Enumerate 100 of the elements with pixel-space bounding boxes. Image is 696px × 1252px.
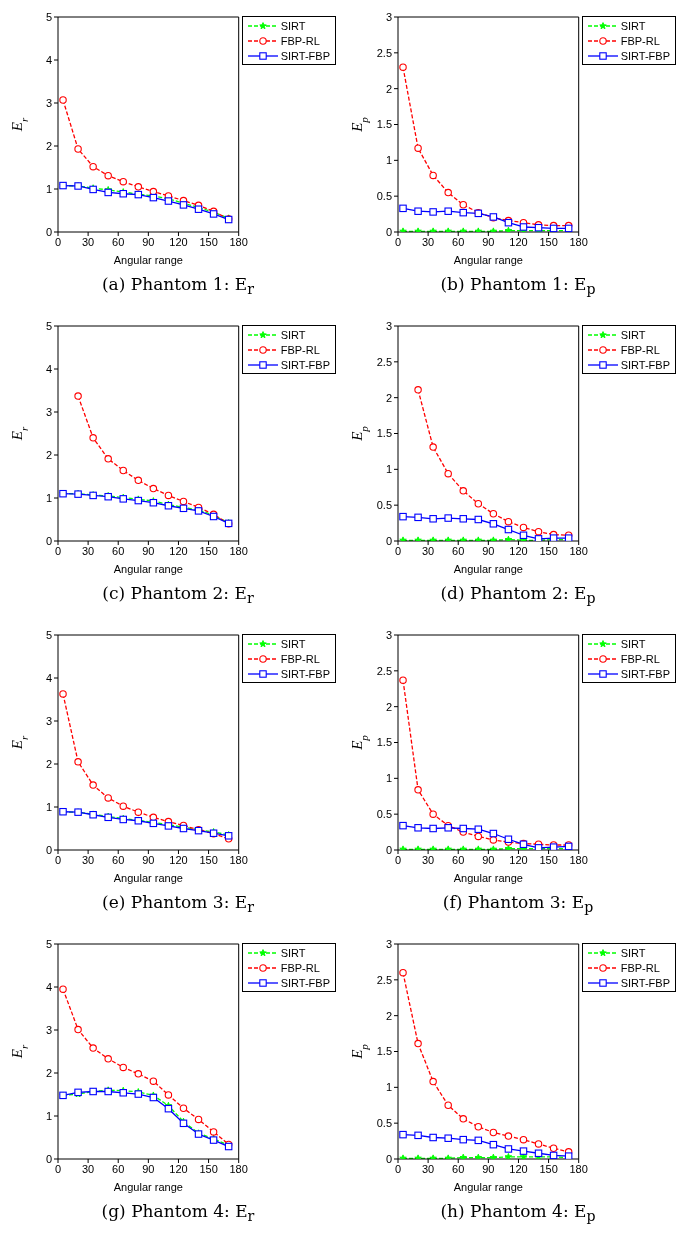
y-tick-label: 3 <box>45 405 52 418</box>
legend-label: SIRT <box>280 637 306 650</box>
legend-label: SIRT <box>620 637 646 650</box>
y-tick-label: 1.5 <box>376 736 392 749</box>
x-tick-label: 30 <box>81 853 95 866</box>
y-tick-label: 3 <box>385 10 392 23</box>
x-axis-title: Angular range <box>453 254 523 266</box>
text: (d) Phantom 2: E$_{p}$ <box>440 583 596 607</box>
x-tick-label: 120 <box>169 544 188 557</box>
x-tick-label: 120 <box>169 235 188 248</box>
y-tick-label: 1 <box>45 800 52 813</box>
y-tick-label: 3 <box>385 628 392 641</box>
x-tick-label: 60 <box>112 1162 125 1175</box>
x-tick-label: 0 <box>394 1162 402 1175</box>
x-tick-label: 30 <box>81 235 95 248</box>
y-tick-label: 3 <box>45 96 52 109</box>
y-tick-label: 1 <box>385 772 392 785</box>
x-tick-label: 150 <box>539 544 558 557</box>
x-tick-label: 90 <box>142 235 155 248</box>
y-tick-label: 0 <box>45 1152 52 1165</box>
y-tick-label: 3 <box>385 319 392 332</box>
y-tick-label: 2 <box>385 391 392 404</box>
y-tick-label: 2 <box>45 1066 52 1079</box>
x-tick-label: 60 <box>452 544 465 557</box>
legend-label: SIRT-FBP <box>280 358 330 371</box>
y-tick-label: 2 <box>45 757 52 770</box>
x-tick-label: 60 <box>112 235 125 248</box>
legend-label: SIRT <box>280 19 306 32</box>
legend-label: SIRT <box>280 328 306 341</box>
x-tick-label: 90 <box>482 544 495 557</box>
legend-label: FBP-RL <box>620 34 660 47</box>
x-tick-label: 90 <box>142 544 155 557</box>
x-tick-label: 150 <box>199 544 218 557</box>
text: (b) Phantom 1: E$_{p}$ <box>440 274 596 298</box>
x-tick-label: 120 <box>169 1162 188 1175</box>
y-tick-label: 3 <box>45 1023 52 1036</box>
x-tick-label: 150 <box>539 1162 558 1175</box>
y-tick-label: 0 <box>45 225 52 238</box>
legend-label: FBP-RL <box>280 652 320 665</box>
y-tick-label: 2 <box>45 139 52 152</box>
y-tick-label: 0 <box>45 534 52 547</box>
y-tick-label: 4 <box>45 362 52 375</box>
x-tick-label: 0 <box>394 235 402 248</box>
y-tick-label: 5 <box>45 937 52 950</box>
y-tick-label: 2.5 <box>376 355 392 368</box>
legend-label: SIRT <box>620 328 646 341</box>
y-tick-label: 1 <box>385 154 392 167</box>
y-tick-label: 3 <box>385 937 392 950</box>
x-tick-label: 120 <box>169 853 188 866</box>
y-tick-label: 1 <box>385 463 392 476</box>
x-tick-label: 30 <box>421 1162 435 1175</box>
x-tick-label: 0 <box>394 544 402 557</box>
x-tick-label: 90 <box>142 1162 155 1175</box>
x-tick-label: 180 <box>569 853 588 866</box>
x-tick-label: 90 <box>482 235 495 248</box>
y-tick-label: 1 <box>385 1081 392 1094</box>
y-tick-label: 1.5 <box>376 427 392 440</box>
x-axis-title: Angular range <box>453 1181 523 1193</box>
x-tick-label: 180 <box>229 853 248 866</box>
x-tick-label: 120 <box>509 1162 528 1175</box>
legend-label: FBP-RL <box>620 343 660 356</box>
legend-label: SIRT-FBP <box>280 49 330 62</box>
x-axis-title: Angular range <box>113 563 183 575</box>
x-tick-label: 30 <box>81 544 95 557</box>
y-tick-label: 0 <box>385 225 392 238</box>
y-tick-label: 0 <box>385 534 392 547</box>
x-tick-label: 90 <box>142 853 155 866</box>
x-axis-title: Angular range <box>453 563 523 575</box>
y-tick-label: 0 <box>45 843 52 856</box>
legend-label: SIRT-FBP <box>620 358 670 371</box>
legend-label: SIRT-FBP <box>620 49 670 62</box>
x-tick-label: 150 <box>199 1162 218 1175</box>
x-tick-label: 30 <box>421 544 435 557</box>
x-axis-title: Angular range <box>113 1181 183 1193</box>
x-tick-label: 180 <box>569 1162 588 1175</box>
x-tick-label: 30 <box>421 235 435 248</box>
y-tick-label: 0.5 <box>376 499 392 512</box>
y-tick-label: 0.5 <box>376 1117 392 1130</box>
legend-label: FBP-RL <box>280 343 320 356</box>
x-tick-label: 60 <box>112 544 125 557</box>
legend-label: FBP-RL <box>620 652 660 665</box>
y-tick-label: 4 <box>45 980 52 993</box>
legend-label: SIRT <box>620 19 646 32</box>
y-tick-label: 2 <box>45 448 52 461</box>
x-tick-label: 60 <box>452 235 465 248</box>
legend-label: SIRT-FBP <box>280 976 330 989</box>
x-axis-title: Angular range <box>453 872 523 884</box>
y-tick-label: 2 <box>385 700 392 713</box>
x-tick-label: 180 <box>569 544 588 557</box>
x-axis-title: Angular range <box>113 254 183 266</box>
x-tick-label: 180 <box>229 235 248 248</box>
legend-label: SIRT-FBP <box>280 667 330 680</box>
x-tick-label: 0 <box>54 853 62 866</box>
y-tick-label: 1 <box>45 491 52 504</box>
text: (f) Phantom 3: E$_{p}$ <box>442 892 594 916</box>
x-tick-label: 60 <box>452 853 465 866</box>
x-tick-label: 60 <box>112 853 125 866</box>
x-tick-label: 0 <box>54 1162 62 1175</box>
legend-label: FBP-RL <box>620 961 660 974</box>
y-tick-label: 1.5 <box>376 1045 392 1058</box>
